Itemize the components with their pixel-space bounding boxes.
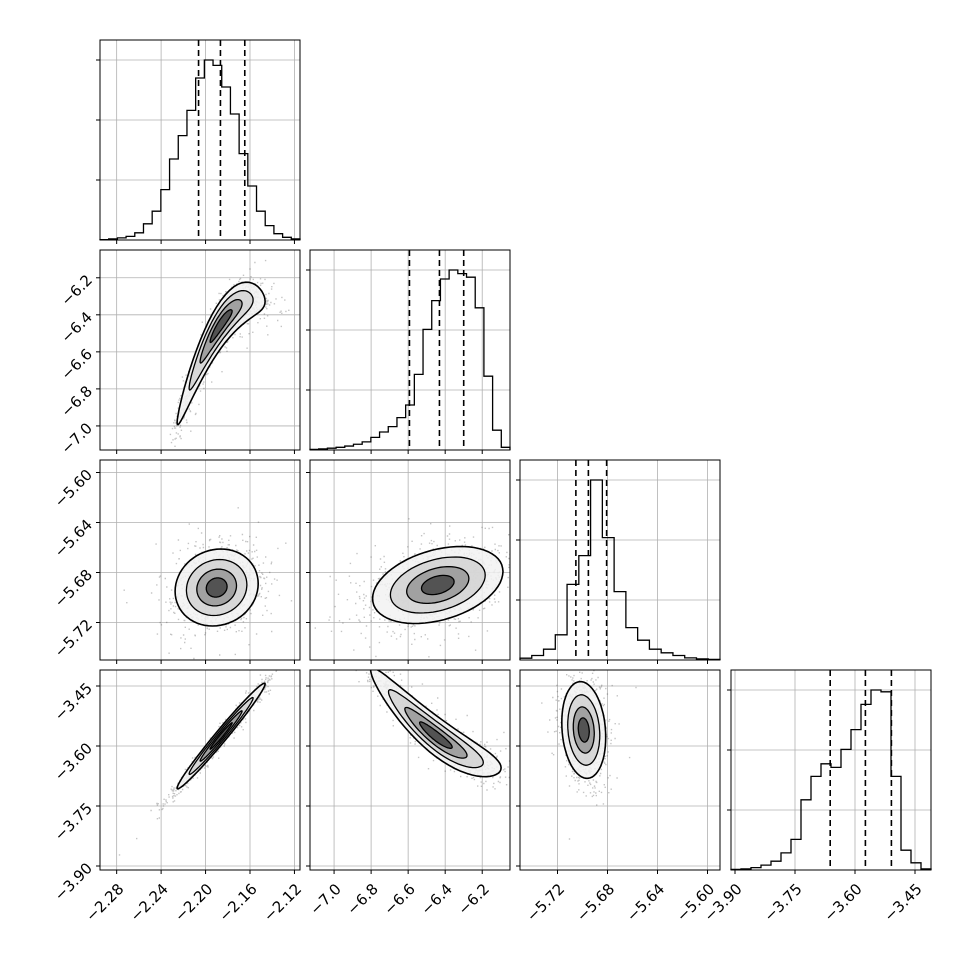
panel-background xyxy=(520,670,720,870)
y-tick-label: −5.60 xyxy=(51,466,96,511)
panel-content xyxy=(541,670,637,840)
panel-frame xyxy=(99,249,301,451)
y-tick-label: −3.75 xyxy=(51,799,96,844)
x-tick-label: −7.0 xyxy=(306,880,344,918)
x-tick-label: −6.2 xyxy=(454,880,492,918)
scatter-panel-1-0 xyxy=(99,249,301,451)
x-tick-label: −2.20 xyxy=(171,880,216,925)
x-tick-label: −3.45 xyxy=(881,880,926,925)
x-tick-label: −6.6 xyxy=(380,880,418,918)
x-tick-label: −3.60 xyxy=(821,880,866,925)
panel-frame xyxy=(99,39,301,241)
panel-frame xyxy=(730,669,932,871)
contour-level-3 xyxy=(209,309,233,344)
histogram-panel-0 xyxy=(96,39,301,241)
contour-level-3 xyxy=(418,721,453,749)
histogram-step xyxy=(99,59,301,241)
x-tick-label: −3.75 xyxy=(761,880,806,925)
y-tick-label: −6.6 xyxy=(58,345,96,383)
histogram-panel-1 xyxy=(306,249,511,451)
scatter-panel-3-2 xyxy=(519,669,721,871)
y-tick-label: −6.2 xyxy=(58,271,96,309)
x-tick-label: −2.16 xyxy=(216,880,261,925)
y-tick-label: −5.64 xyxy=(51,516,96,561)
y-tick-label: −7.0 xyxy=(58,419,96,457)
contour-level-3 xyxy=(420,574,455,596)
panel-frame xyxy=(99,459,301,661)
panel-background xyxy=(100,40,300,240)
histogram-step xyxy=(519,479,721,661)
x-tick-label: −6.4 xyxy=(417,880,455,918)
y-tick-label: −5.68 xyxy=(51,566,96,611)
y-tick-label: −3.60 xyxy=(51,739,96,784)
panel-background xyxy=(520,460,720,660)
scatter-panel-3-1 xyxy=(309,669,511,871)
panel-content xyxy=(118,670,278,856)
scatter-panel-2-1 xyxy=(309,459,511,661)
panel-frame xyxy=(99,669,301,871)
y-tick-label: −6.8 xyxy=(58,382,96,420)
contour-level-3 xyxy=(205,577,228,598)
contour-level-3 xyxy=(577,717,590,743)
panel-content xyxy=(123,507,293,660)
x-tick-label: −2.28 xyxy=(82,880,127,925)
panel-frame xyxy=(309,669,511,871)
panel-content xyxy=(314,518,510,660)
x-tick-label: −6.8 xyxy=(343,880,381,918)
contour-level-3 xyxy=(209,722,233,750)
panel-content xyxy=(355,670,510,791)
histogram-panel-2 xyxy=(516,459,721,661)
x-tick-label: −2.24 xyxy=(127,880,172,925)
y-tick-label: −3.45 xyxy=(51,679,96,724)
x-tick-label: −5.64 xyxy=(623,880,668,925)
x-tick-label: −2.12 xyxy=(260,880,305,925)
panel-frame xyxy=(309,459,511,661)
panel-frame xyxy=(309,249,511,451)
contour-level-2 xyxy=(199,298,243,364)
contour-level-0 xyxy=(176,281,266,426)
x-tick-label: −5.72 xyxy=(523,880,568,925)
y-tick-label: −3.90 xyxy=(51,859,96,904)
panel-frame xyxy=(519,669,721,871)
panel-frame xyxy=(519,459,721,661)
histogram-panel-3 xyxy=(727,669,932,871)
y-tick-label: −6.4 xyxy=(58,308,96,346)
scatter-panel-2-0 xyxy=(99,459,301,661)
scatter-panel-3-0 xyxy=(99,669,301,871)
y-tick-label: −5.72 xyxy=(51,616,96,661)
panel-content xyxy=(169,259,290,447)
x-tick-label: −5.68 xyxy=(573,880,618,925)
